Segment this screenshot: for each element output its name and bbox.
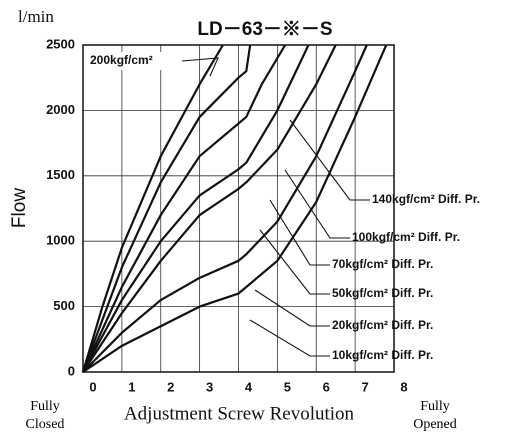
x-axis-label: Adjustment Screw Revolution xyxy=(124,403,355,424)
series-label: 200kgf/cm² xyxy=(90,53,153,67)
curve xyxy=(81,44,287,373)
right-note-box: Fully Opened xyxy=(413,399,457,432)
y-tick-label: 0 xyxy=(68,363,75,378)
y-tick-label: 2500 xyxy=(46,36,75,51)
chart-title: LD－63－※－S xyxy=(197,19,332,40)
x-tick-label: 8 xyxy=(400,379,407,394)
series-label-box xyxy=(86,52,186,70)
curve xyxy=(82,44,337,373)
y-tick-label: 2000 xyxy=(46,102,75,117)
curve xyxy=(81,44,252,373)
x-tick-label: 1 xyxy=(128,379,135,394)
series-label: 20kgf/cm² Diff. Pr. xyxy=(332,318,433,332)
x-tick-label: 0 xyxy=(89,379,96,394)
series-label: 100kgf/cm² Diff. Pr. xyxy=(352,230,460,244)
x-tick-label: 5 xyxy=(284,379,291,394)
y-unit: l/min xyxy=(18,7,54,26)
x-left-note: Fully Closed xyxy=(25,399,65,432)
x-tick-label: 7 xyxy=(362,379,369,394)
series-label: 50kgf/cm² Diff. Pr. xyxy=(332,286,433,300)
leader-line xyxy=(289,119,370,201)
leader-line xyxy=(284,169,350,239)
curve xyxy=(82,44,368,373)
leader-line xyxy=(254,289,330,327)
y-axis-label: Flow xyxy=(9,188,30,228)
x-right-note: Fully Opened xyxy=(413,399,457,432)
plot-frame xyxy=(82,44,395,373)
curve xyxy=(81,44,224,373)
y-tick-label: 1500 xyxy=(46,167,75,182)
leader-line xyxy=(249,319,330,357)
x-tick-label: 3 xyxy=(206,379,213,394)
x-tick-label: 6 xyxy=(323,379,330,394)
leader-line xyxy=(259,229,330,295)
y-tick-label: 1000 xyxy=(46,233,75,248)
x-tick-label: 2 xyxy=(167,379,174,394)
left-note-box: Fully Closed xyxy=(25,399,65,432)
x-tick-label: 4 xyxy=(245,379,253,394)
series-label: 140kgf/cm² Diff. Pr. xyxy=(372,192,480,206)
leader-line xyxy=(181,57,219,77)
curve xyxy=(82,44,310,373)
curve xyxy=(82,44,388,373)
y-tick-label: 500 xyxy=(53,298,75,313)
series-label: 10kgf/cm² Diff. Pr. xyxy=(332,348,433,362)
leader-line xyxy=(269,199,330,266)
series-label: 70kgf/cm² Diff. Pr. xyxy=(332,257,433,271)
